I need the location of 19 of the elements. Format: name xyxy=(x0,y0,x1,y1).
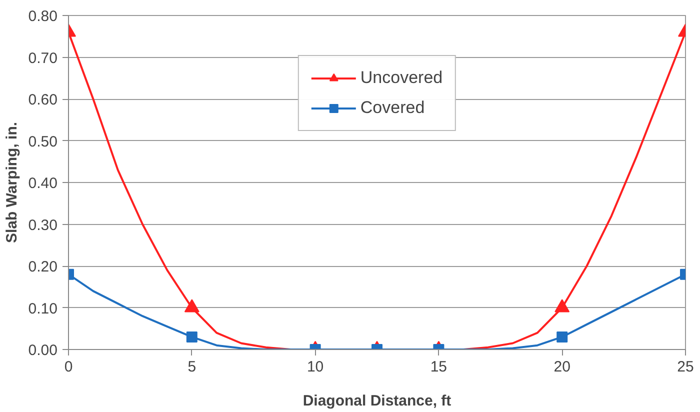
y-tick-label: 0.20 xyxy=(28,258,58,276)
y-tick-label: 0.30 xyxy=(28,216,58,234)
x-axis-title: Diagonal Distance, ft xyxy=(302,392,452,410)
y-tick-label: 0.80 xyxy=(28,8,58,25)
y-tick-label: 0.00 xyxy=(28,342,58,359)
y-tick-label: 0.40 xyxy=(28,175,58,192)
legend-label: Covered xyxy=(360,98,425,118)
y-tick-label: 0.50 xyxy=(28,133,58,150)
x-tick-label: 15 xyxy=(430,358,448,376)
x-tick-label: 20 xyxy=(554,358,570,376)
x-tick-label: 5 xyxy=(188,358,196,376)
legend-label: Uncovered xyxy=(360,68,443,88)
y-tick-label: 0.70 xyxy=(28,50,58,67)
x-tick-label: 10 xyxy=(306,358,324,376)
y-tick-label: 0.10 xyxy=(28,300,58,318)
y-axis-title: Slab Warping, in. xyxy=(3,122,20,244)
y-tick-label: 0.60 xyxy=(28,92,58,108)
x-tick-label: 25 xyxy=(677,358,694,376)
x-tick-label: 0 xyxy=(64,358,73,376)
